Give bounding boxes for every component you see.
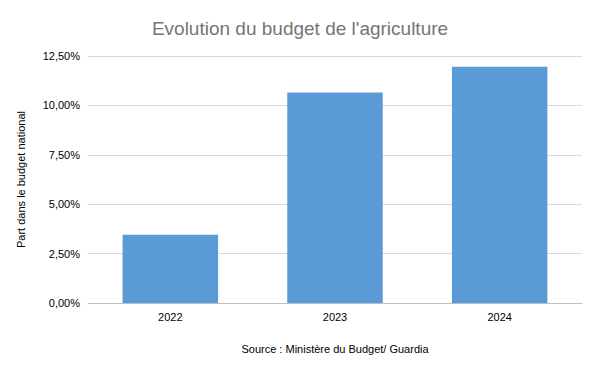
svg-text:7,50%: 7,50% (49, 149, 80, 161)
svg-text:10,00%: 10,00% (43, 99, 81, 111)
svg-text:2023: 2023 (323, 311, 347, 323)
svg-text:Source : Ministère du Budget/: Source : Ministère du Budget/ Guardia (241, 343, 429, 355)
svg-text:Part dans le budget national: Part dans le budget national (15, 111, 27, 248)
svg-text:2,50%: 2,50% (49, 248, 80, 260)
svg-text:2022: 2022 (158, 311, 182, 323)
svg-text:0,00%: 0,00% (49, 297, 80, 309)
svg-text:2024: 2024 (487, 311, 511, 323)
svg-text:5,00%: 5,00% (49, 198, 80, 210)
svg-text:12,50%: 12,50% (43, 50, 81, 62)
svg-text:Evolution du budget de l'agric: Evolution du budget de l'agriculture (152, 18, 448, 39)
